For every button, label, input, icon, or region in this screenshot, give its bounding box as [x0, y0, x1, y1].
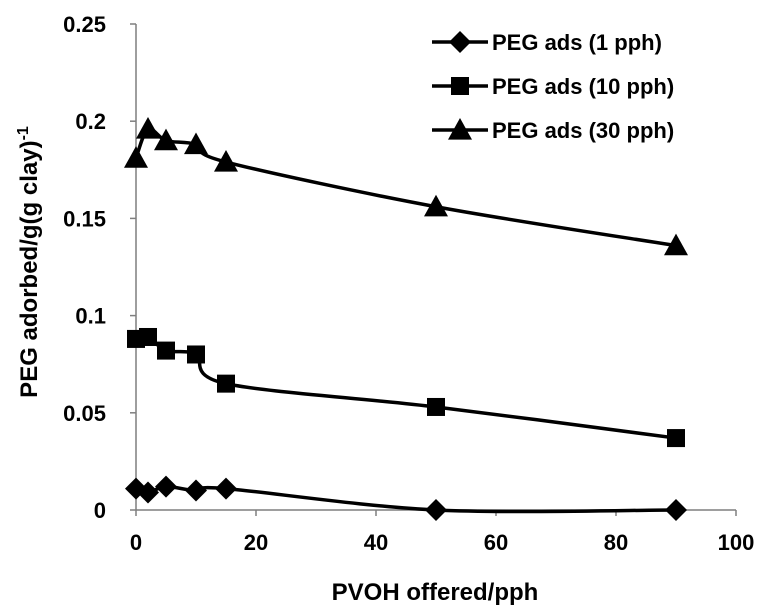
x-tick-label: 60 — [484, 530, 508, 555]
data-point-diamond — [215, 477, 237, 500]
legend-label: PEG ads (30 pph) — [492, 118, 674, 143]
x-tick-label: 20 — [244, 530, 268, 555]
x-axis-title: PVOH offered/pph — [332, 579, 539, 606]
legend-label: PEG ads (1 pph) — [492, 30, 662, 55]
legend-marker-square — [451, 77, 469, 95]
data-point-square — [157, 341, 175, 360]
data-point-diamond — [185, 479, 207, 502]
y-tick-label: 0.05 — [63, 401, 106, 426]
legend-marker-triangle — [448, 118, 472, 140]
y-tick-label: 0.25 — [63, 12, 106, 37]
data-point-square — [187, 345, 205, 364]
data-point-square — [217, 374, 235, 393]
series-line — [134, 126, 677, 248]
data-point-triangle — [154, 128, 178, 151]
data-point-square — [139, 327, 157, 346]
data-point-diamond — [425, 499, 447, 521]
y-tick-label: 0 — [94, 498, 106, 523]
data-point-diamond — [137, 481, 159, 504]
data-point-diamond — [155, 475, 177, 498]
y-axis-title-exponent: -1 — [15, 126, 32, 140]
data-point-triangle — [664, 233, 688, 256]
data-point-triangle — [424, 194, 448, 217]
legend-entry: PEG ads (30 pph) — [432, 118, 674, 143]
legend: PEG ads (1 pph) PEG ads (10 pph) PEG ads (… — [432, 30, 674, 143]
data-point-square — [427, 397, 445, 416]
legend-marker-diamond — [449, 31, 471, 53]
data-point-triangle — [214, 150, 238, 172]
legend-label: PEG ads (10 pph) — [492, 74, 674, 99]
y-axis-title-main: PEG adorbed/g(g clay) — [16, 140, 43, 397]
legend-entry: PEG ads (10 pph) — [432, 74, 674, 99]
y-axis-title: PEG adorbed/g(g clay)-1 — [15, 126, 43, 398]
axes: 0 0.05 0.1 0.15 0.2 0.25 0 20 40 60 80 100 — [63, 12, 754, 555]
series-layer — [124, 116, 688, 521]
y-tick-label: 0.2 — [75, 109, 106, 134]
data-point-square — [667, 429, 685, 448]
series-diamond — [125, 475, 687, 521]
data-point-triangle — [184, 132, 208, 155]
series-square — [127, 327, 685, 448]
x-tick-label: 100 — [718, 530, 755, 555]
series-triangle — [124, 116, 688, 256]
x-tick-label: 0 — [130, 530, 142, 555]
x-tick-label: 80 — [604, 530, 628, 555]
data-point-triangle — [136, 116, 160, 139]
legend-entry: PEG ads (1 pph) — [432, 30, 662, 55]
y-tick-label: 0.15 — [63, 206, 106, 231]
x-tick-label: 40 — [364, 530, 388, 555]
data-point-triangle — [124, 146, 148, 168]
y-tick-label: 0.1 — [75, 304, 106, 329]
data-point-diamond — [665, 499, 687, 521]
